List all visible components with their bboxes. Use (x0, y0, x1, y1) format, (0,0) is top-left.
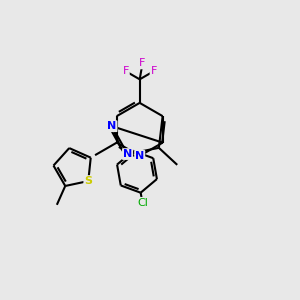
Text: N: N (123, 149, 132, 159)
Text: Cl: Cl (137, 198, 148, 208)
Text: S: S (84, 176, 92, 186)
Text: N: N (107, 121, 117, 131)
Text: F: F (139, 58, 146, 68)
Text: F: F (122, 66, 129, 76)
Text: F: F (151, 66, 157, 76)
Text: N: N (135, 151, 144, 161)
